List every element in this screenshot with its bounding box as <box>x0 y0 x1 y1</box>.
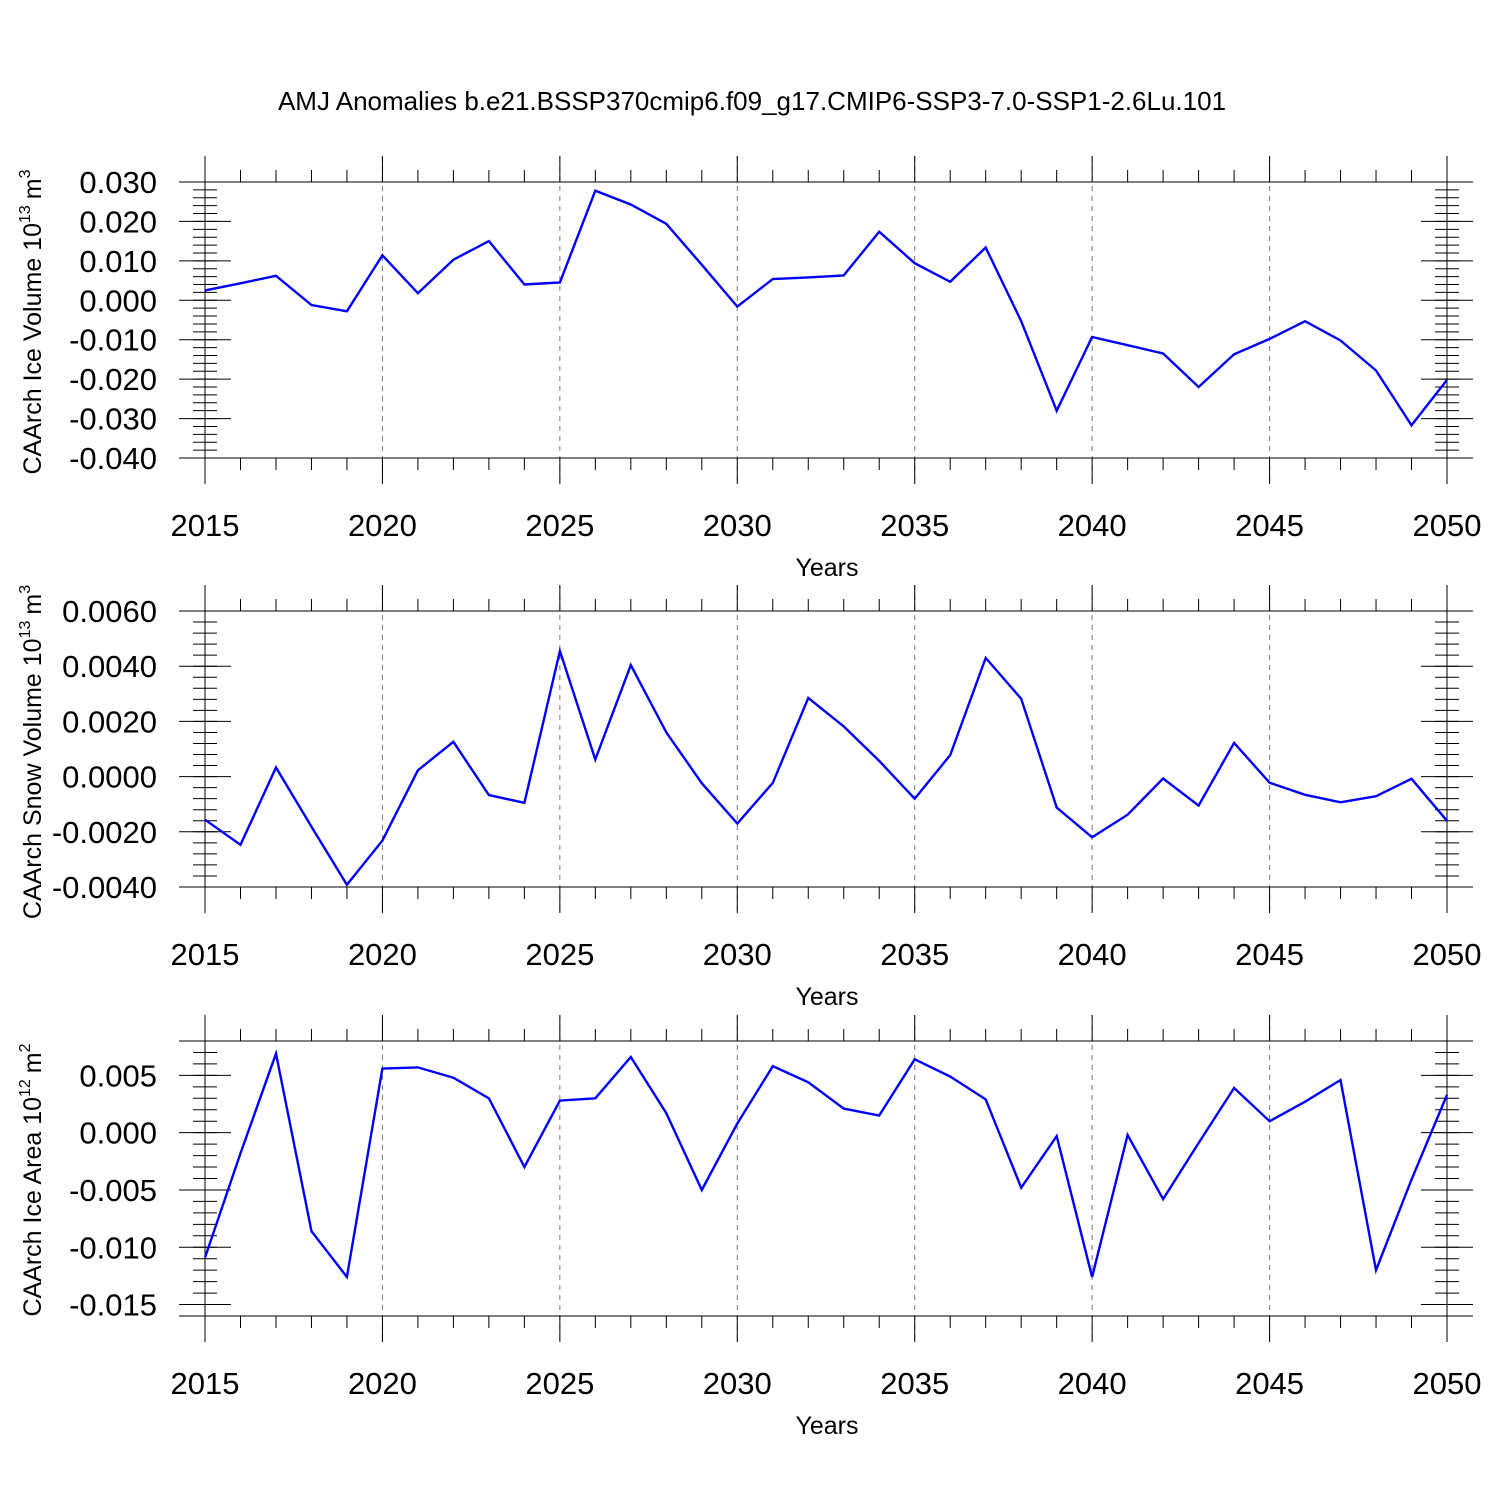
y-tick-label: -0.0040 <box>52 870 157 905</box>
x-tick-label: 2020 <box>348 937 417 972</box>
x-tick-label: 2050 <box>1413 1366 1482 1401</box>
x-axis-label: Years <box>795 554 858 582</box>
y-axis-label-unit: m <box>19 594 47 615</box>
y-axis-label-unit-exponent: 3 <box>17 169 34 178</box>
y-axis-label-unit: m <box>19 178 47 199</box>
x-tick-label: 2015 <box>171 937 240 972</box>
y-axis-label-text: CAArch Ice Area 10 <box>19 1097 47 1317</box>
y-axis-label: CAArch Snow Volume 1013 m3 <box>17 585 47 919</box>
y-tick-label: 0.010 <box>79 244 157 279</box>
y-axis-label-unit-exponent: 3 <box>17 585 34 594</box>
chart-title: AMJ Anomalies b.e21.BSSP370cmip6.f09_g17… <box>278 86 1226 116</box>
y-axis-label: CAArch Ice Volume 1013 m3 <box>17 169 47 474</box>
x-tick-label: 2025 <box>525 937 594 972</box>
panel-1: 0.030 0.020 0.010 0.000 -0.010 -0.020 -0.030 -0… <box>17 156 1481 582</box>
series-line <box>204 646 1448 887</box>
y-tick-label: -0.040 <box>69 441 157 476</box>
y-tick-label: 0.020 <box>79 204 157 239</box>
x-tick-label: 2050 <box>1413 508 1482 543</box>
x-tick-label: 2030 <box>703 937 772 972</box>
y-axis-label-exponent: 13 <box>17 205 34 223</box>
x-axis-label: Years <box>795 1412 858 1440</box>
chart-panels: 0.030 0.020 0.010 0.000 -0.010 -0.020 -0.030 -0… <box>17 156 1481 1440</box>
y-tick-label: -0.030 <box>69 402 157 437</box>
y-tick-label: -0.015 <box>69 1288 157 1323</box>
series-line <box>203 1049 1449 1280</box>
x-tick-label: 2025 <box>525 508 594 543</box>
x-tick-label: 2045 <box>1235 508 1304 543</box>
y-tick-label: 0.0000 <box>62 760 157 795</box>
series-line <box>204 189 1448 428</box>
y-tick-label: -0.0020 <box>52 815 157 850</box>
y-tick-label: 0.005 <box>79 1058 157 1093</box>
x-tick-label: 2015 <box>171 508 240 543</box>
x-tick-label: 2050 <box>1413 937 1482 972</box>
x-tick-label: 2025 <box>525 1366 594 1401</box>
x-tick-label: 2020 <box>348 508 417 543</box>
x-tick-label: 2035 <box>880 937 949 972</box>
y-axis-label-text: CAArch Ice Volume 10 <box>19 223 47 475</box>
x-tick-label: 2020 <box>348 1366 417 1401</box>
x-tick-label: 2040 <box>1058 508 1127 543</box>
y-tick-label: -0.005 <box>69 1173 157 1208</box>
x-tick-label: 2040 <box>1058 1366 1127 1401</box>
y-axis-label-text: CAArch Snow Volume 10 <box>19 638 47 919</box>
y-axis-label-unit-exponent: 2 <box>17 1043 34 1052</box>
y-tick-label: -0.010 <box>69 323 157 358</box>
y-axis-label-exponent: 12 <box>17 1079 34 1097</box>
x-tick-label: 2030 <box>703 508 772 543</box>
y-tick-label: -0.010 <box>69 1230 157 1265</box>
x-tick-label: 2040 <box>1058 937 1127 972</box>
y-tick-label: -0.020 <box>69 362 157 397</box>
y-axis-label: CAArch Ice Area 1012 m2 <box>17 1043 47 1316</box>
x-tick-label: 2045 <box>1235 1366 1304 1401</box>
x-tick-label: 2015 <box>171 1366 240 1401</box>
panel-2: 0.0060 0.0040 0.0020 0.0000 -0.0020 -0.0040 20… <box>17 585 1481 1011</box>
y-tick-label: 0.0040 <box>62 649 157 684</box>
x-tick-label: 2035 <box>880 508 949 543</box>
y-tick-label: 0.0020 <box>62 704 157 739</box>
x-tick-label: 2030 <box>703 1366 772 1401</box>
y-tick-label: 0.0060 <box>62 594 157 629</box>
y-tick-label: 0.000 <box>79 1116 157 1151</box>
y-axis-label-unit: m <box>19 1052 47 1073</box>
x-tick-label: 2035 <box>880 1366 949 1401</box>
x-axis-label: Years <box>795 983 858 1011</box>
x-tick-label: 2045 <box>1235 937 1304 972</box>
y-axis-label-exponent: 13 <box>17 621 34 639</box>
y-tick-label: 0.030 <box>79 165 157 200</box>
y-tick-label: 0.000 <box>79 283 157 318</box>
panel-3: 0.005 0.000 -0.005 -0.010 -0.015 2015 2020 2025… <box>17 1015 1481 1440</box>
